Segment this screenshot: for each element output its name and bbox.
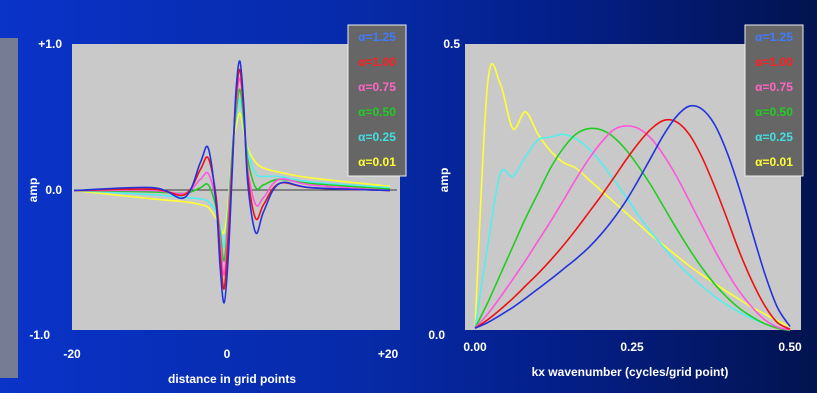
right-legend-box (744, 24, 804, 177)
right-legend: α=1.25 α=1.00 α=0.75 α=0.50 α=0.25 α=0.0… (744, 24, 804, 177)
left-chart: +1.0 0.0 -1.0 amp -20 0 +20 distance in … (26, 24, 407, 386)
left-legend-item: α=0.75 (358, 80, 396, 94)
left-legend: α=1.25 α=1.00 α=0.75 α=0.50 α=0.25 α=0.0… (347, 24, 407, 177)
right-chart: 0.5 0.0 amp 0.00 0.25 0.50 kx wavenumber… (428, 24, 804, 379)
right-legend-item: α=0.50 (755, 105, 793, 119)
left-legend-item: α=1.00 (358, 55, 396, 69)
right-series-line (474, 63, 791, 329)
right-series-lines (474, 63, 791, 332)
left-legend-item: α=0.50 (358, 105, 396, 119)
left-xlabel: distance in grid points (168, 372, 296, 386)
left-legend-item: α=1.25 (358, 30, 396, 44)
left-ylabel: amp (26, 178, 40, 203)
right-xtick-mid: 0.25 (620, 340, 644, 354)
right-series-line (474, 127, 791, 332)
left-xtick-left: -20 (63, 347, 81, 361)
right-ytick-top: 0.5 (443, 37, 460, 51)
left-legend-item: α=0.25 (358, 130, 396, 144)
left-image-strip (0, 38, 18, 378)
right-ylabel: amp (437, 168, 451, 193)
left-ytick-bottom: -1.0 (29, 328, 50, 342)
right-xtick-left: 0.00 (463, 340, 487, 354)
left-series-line (73, 60, 391, 304)
left-xtick-right: +20 (378, 347, 399, 361)
left-ytick-mid: 0.0 (45, 183, 62, 197)
right-series-line (474, 125, 791, 331)
left-series-lines (73, 60, 391, 304)
right-ytick-bottom: 0.0 (428, 328, 445, 342)
left-xtick-mid: 0 (224, 347, 231, 361)
right-series-line (474, 133, 791, 331)
left-legend-box (347, 24, 407, 177)
right-legend-item: α=0.25 (755, 130, 793, 144)
right-xtick-right: 0.50 (778, 340, 802, 354)
right-xlabel: kx wavenumber (cycles/grid point) (532, 365, 729, 379)
right-legend-item: α=1.00 (755, 55, 793, 69)
right-legend-item: α=1.25 (755, 30, 793, 44)
left-legend-item: α=0.01 (358, 155, 396, 169)
right-series-line (474, 118, 791, 331)
right-legend-item: α=0.01 (755, 155, 793, 169)
left-ytick-top: +1.0 (38, 37, 62, 51)
right-series-line (474, 104, 791, 329)
right-legend-item: α=0.75 (755, 80, 793, 94)
